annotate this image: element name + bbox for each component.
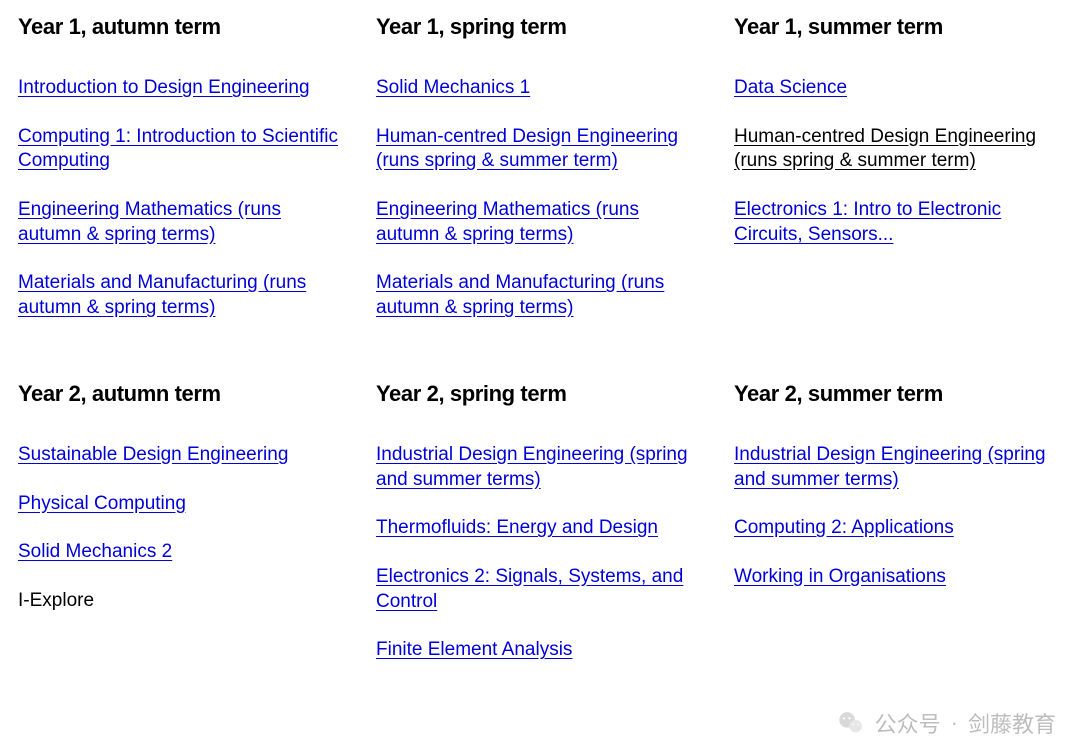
course-link[interactable]: Data Science bbox=[734, 76, 1062, 101]
term-section: Year 2, spring term Industrial Design En… bbox=[376, 381, 704, 663]
term-heading: Year 1, spring term bbox=[376, 14, 704, 40]
course-list: Industrial Design Engineering (spring an… bbox=[376, 443, 704, 663]
course-link[interactable]: Sustainable Design Engineering bbox=[18, 443, 346, 468]
term-section: Year 2, autumn term Sustainable Design E… bbox=[18, 381, 346, 663]
course-link[interactable]: Finite Element Analysis bbox=[376, 638, 704, 663]
course-link[interactable]: Industrial Design Engineering (spring an… bbox=[376, 443, 704, 492]
watermark: 公众号 · 剑藤教育 bbox=[837, 707, 1056, 739]
term-section: Year 2, summer term Industrial Design En… bbox=[734, 381, 1062, 663]
course-link[interactable]: Computing 2: Applications bbox=[734, 516, 1062, 541]
course-link[interactable]: Introduction to Design Engineering bbox=[18, 76, 346, 101]
term-heading: Year 2, summer term bbox=[734, 381, 1062, 407]
course-text: Human-centred Design Engineering (runs s… bbox=[734, 125, 1062, 174]
term-section: Year 1, spring term Solid Mechanics 1 Hu… bbox=[376, 14, 704, 321]
course-list: Sustainable Design Engineering Physical … bbox=[18, 443, 346, 614]
course-link[interactable]: Materials and Manufacturing (runs autumn… bbox=[376, 271, 704, 320]
watermark-name: 剑藤教育 bbox=[968, 707, 1056, 739]
term-heading: Year 2, spring term bbox=[376, 381, 704, 407]
term-section: Year 1, autumn term Introduction to Desi… bbox=[18, 14, 346, 321]
course-link[interactable]: Physical Computing bbox=[18, 492, 346, 517]
term-heading: Year 1, autumn term bbox=[18, 14, 346, 40]
course-list: Industrial Design Engineering (spring an… bbox=[734, 443, 1062, 590]
course-link[interactable]: Thermofluids: Energy and Design bbox=[376, 516, 704, 541]
course-link[interactable]: Solid Mechanics 1 bbox=[376, 76, 704, 101]
course-link[interactable]: Computing 1: Introduction to Scientific … bbox=[18, 125, 346, 174]
course-text: I-Explore bbox=[18, 589, 346, 614]
course-link[interactable]: Engineering Mathematics (runs autumn & s… bbox=[18, 198, 346, 247]
course-link[interactable]: Electronics 1: Intro to Electronic Circu… bbox=[734, 198, 1062, 247]
course-link[interactable]: Engineering Mathematics (runs autumn & s… bbox=[376, 198, 704, 247]
curriculum-grid: Year 1, autumn term Introduction to Desi… bbox=[18, 14, 1062, 663]
wechat-icon bbox=[837, 709, 865, 737]
watermark-separator: · bbox=[951, 710, 958, 736]
course-list: Solid Mechanics 1 Human-centred Design E… bbox=[376, 76, 704, 321]
course-list: Data Science Human-centred Design Engine… bbox=[734, 76, 1062, 247]
term-heading: Year 1, summer term bbox=[734, 14, 1062, 40]
course-link[interactable]: Industrial Design Engineering (spring an… bbox=[734, 443, 1062, 492]
course-link[interactable]: Working in Organisations bbox=[734, 565, 1062, 590]
term-heading: Year 2, autumn term bbox=[18, 381, 346, 407]
course-list: Introduction to Design Engineering Compu… bbox=[18, 76, 346, 321]
course-link[interactable]: Solid Mechanics 2 bbox=[18, 540, 346, 565]
watermark-prefix: 公众号 bbox=[875, 707, 941, 739]
course-link[interactable]: Electronics 2: Signals, Systems, and Con… bbox=[376, 565, 704, 614]
course-link[interactable]: Human-centred Design Engineering (runs s… bbox=[376, 125, 704, 174]
term-section: Year 1, summer term Data Science Human-c… bbox=[734, 14, 1062, 321]
course-link[interactable]: Materials and Manufacturing (runs autumn… bbox=[18, 271, 346, 320]
